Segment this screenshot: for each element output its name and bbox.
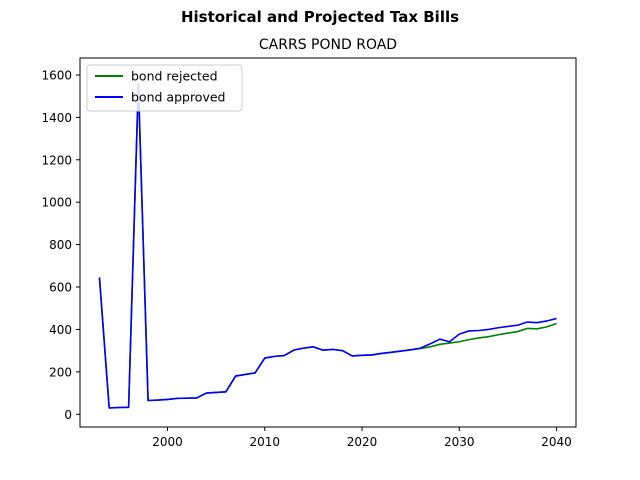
y-tick-label: 400 <box>49 323 72 337</box>
x-tick-label: 2030 <box>444 435 475 449</box>
y-tick-label: 600 <box>49 281 72 295</box>
legend: bond rejected bond approved <box>86 64 243 112</box>
y-tick-label: 0 <box>64 408 72 422</box>
x-tick-label: 2040 <box>541 435 572 449</box>
series-lines <box>98 82 557 409</box>
y-tick-label: 800 <box>49 238 72 252</box>
x-tick-label: 2010 <box>250 435 281 449</box>
y-tick-label: 1000 <box>41 196 72 210</box>
legend-label-bond-rejected: bond rejected <box>131 69 218 84</box>
y-tick-label: 1600 <box>41 68 72 82</box>
series-line-bond-approved <box>98 82 557 409</box>
legend-box <box>86 64 243 112</box>
y-tick-label: 200 <box>49 365 72 379</box>
chart-title: CARRS POND ROAD <box>259 37 397 53</box>
x-tick-label: 2020 <box>347 435 378 449</box>
legend-label-bond-approved: bond approved <box>131 90 225 105</box>
y-tick-label: 1400 <box>41 111 72 125</box>
chart-suptitle: Historical and Projected Tax Bills <box>181 8 459 26</box>
axis-ticks: 2000 2010 2020 2030 2040 0 200 400 600 800 1000 120… <box>41 68 571 449</box>
x-tick-label: 2000 <box>152 435 183 449</box>
plot-frame <box>79 57 577 428</box>
y-tick-label: 1200 <box>41 153 72 167</box>
